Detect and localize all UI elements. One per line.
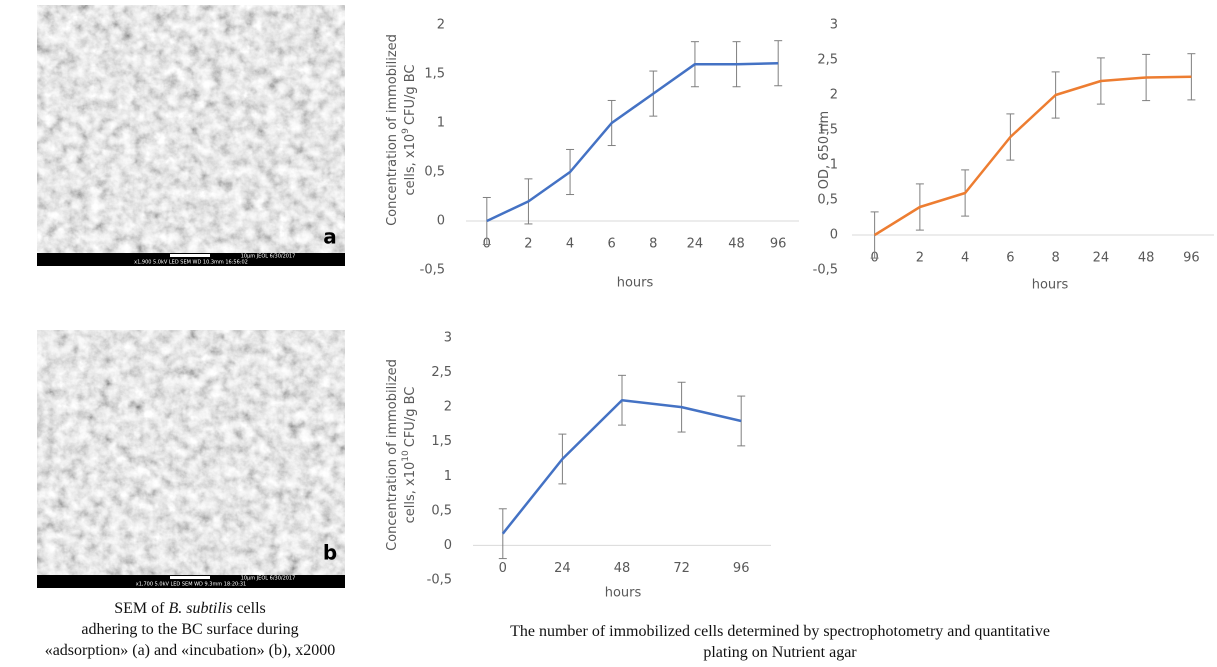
- x-tick-label: 48: [728, 237, 745, 252]
- y-axis-label-line: Concentration of immobilized: [385, 359, 400, 551]
- y-tick-label: 2,5: [431, 365, 452, 380]
- y-axis-label: OD, 650 nm: [817, 111, 832, 189]
- data-line: [486, 61, 779, 223]
- caption-text: SEM of: [114, 600, 165, 617]
- y-tick-label: 1,5: [817, 123, 838, 138]
- y-tick-label: -0,5: [813, 263, 838, 278]
- x-tick-label: 96: [733, 561, 750, 576]
- sem-footer: [37, 253, 345, 266]
- x-tick-label: 96: [770, 237, 787, 252]
- y-tick-label: 1: [830, 158, 838, 173]
- y-tick-label: 0: [444, 538, 452, 553]
- x-tick-label: 24: [1093, 251, 1110, 266]
- sem-footer-bottom: x1,900 5.0kV LED SEM WD 10.3mm 16:56:02: [134, 260, 248, 266]
- sem-image-a: 10µm JEOL 6/30/2017 x1,900 5.0kV LED SEM…: [37, 5, 345, 266]
- y-axis-label: cells, x1010 CFU/g BC: [401, 387, 418, 524]
- y-tick-label: 1: [444, 469, 452, 484]
- sem-photo: [37, 330, 345, 575]
- scale-bar: [170, 576, 210, 579]
- image-label: b: [323, 541, 337, 565]
- sem-footer-top: 10µm JEOL 6/30/2017: [241, 254, 296, 260]
- right-caption: The number of immobilized cells determin…: [430, 621, 1130, 663]
- x-tick-label: 48: [614, 561, 631, 576]
- data-line: [501, 398, 742, 535]
- caption-line: plating on Nutrient agar: [703, 644, 857, 661]
- y-axis-label-line: cells, x10: [403, 134, 418, 196]
- y-axis-label: Concentration of immobilized: [385, 359, 400, 551]
- y-axis-label-exponent: 10: [401, 450, 411, 462]
- x-tick-label: 96: [1183, 251, 1200, 266]
- error-bar: [498, 508, 507, 560]
- x-tick-label: 4: [566, 237, 574, 252]
- caption-line: SEM of B. subtilis cells: [40, 598, 340, 619]
- y-tick-label: 2,5: [817, 53, 838, 68]
- y-axis-label-unit: CFU/g BC: [403, 387, 418, 448]
- caption-text: cells: [236, 600, 266, 617]
- caption-italic: B. subtilis: [168, 600, 233, 617]
- image-label: a: [323, 225, 337, 249]
- x-axis-label: hours: [617, 276, 654, 291]
- y-tick-label: -0,5: [427, 573, 452, 588]
- y-tick-label: 3: [830, 18, 838, 33]
- y-axis-label: Concentration of immobilized: [385, 34, 400, 226]
- x-tick-label: 4: [961, 251, 969, 266]
- y-tick-label: 1: [437, 116, 445, 131]
- caption-line: adhering to the BC surface during: [81, 621, 299, 638]
- y-tick-label: 0,5: [431, 503, 452, 518]
- x-tick-label: 6: [608, 237, 616, 252]
- y-tick-label: 2: [830, 88, 838, 103]
- y-axis-label-exponent: 9: [401, 128, 411, 134]
- y-axis-label: cells, x109 CFU/g BC: [401, 65, 418, 196]
- sem-footer: [37, 575, 345, 588]
- x-tick-label: 6: [1006, 251, 1014, 266]
- y-tick-label: 3: [444, 331, 452, 346]
- x-tick-label: 24: [687, 237, 704, 252]
- y-tick-label: 1,5: [424, 67, 445, 82]
- caption-line: «adsorption» (a) and «incubation» (b), x…: [44, 642, 336, 659]
- caption-line: The number of immobilized cells determin…: [510, 623, 1050, 640]
- y-tick-label: 0,5: [817, 193, 838, 208]
- error-bar: [774, 40, 783, 87]
- x-tick-label: 8: [649, 237, 657, 252]
- data-line: [873, 75, 1192, 237]
- x-tick-label: 72: [673, 561, 690, 576]
- x-tick-label: 8: [1051, 251, 1059, 266]
- y-axis-label-line: Concentration of immobilized: [385, 34, 400, 226]
- y-tick-label: 0,5: [424, 165, 445, 180]
- y-tick-label: 0: [830, 228, 838, 243]
- x-tick-label: 2: [524, 237, 532, 252]
- x-tick-label: 48: [1138, 251, 1155, 266]
- x-tick-label: 24: [554, 561, 571, 576]
- y-axis-label-line: cells, x10: [403, 462, 418, 524]
- y-tick-label: 2: [444, 400, 452, 415]
- sem-image-b: 10µm JEOL 6/30/2017 x1,700 5.0kV LED SEM…: [37, 330, 345, 588]
- y-axis-label-line: OD, 650 nm: [817, 111, 832, 189]
- sem-photo: [37, 5, 345, 253]
- y-tick-label: 1,5: [431, 434, 452, 449]
- sem-footer-bottom: x1,700 5.0kV LED SEM WD 9.3mm 18:20:31: [136, 582, 246, 588]
- x-axis-label: hours: [1032, 278, 1069, 293]
- x-axis-label: hours: [605, 586, 642, 601]
- x-tick-label: 2: [916, 251, 924, 266]
- scale-bar: [170, 254, 210, 257]
- y-tick-label: 2: [437, 18, 445, 33]
- left-caption: SEM of B. subtilis cells adhering to the…: [40, 598, 340, 661]
- sem-footer-top: 10µm JEOL 6/30/2017: [241, 576, 296, 582]
- y-tick-label: -0,5: [420, 263, 445, 278]
- y-tick-label: 0: [437, 214, 445, 229]
- x-tick-label: 0: [499, 561, 507, 576]
- y-axis-label-unit: CFU/g BC: [403, 65, 418, 126]
